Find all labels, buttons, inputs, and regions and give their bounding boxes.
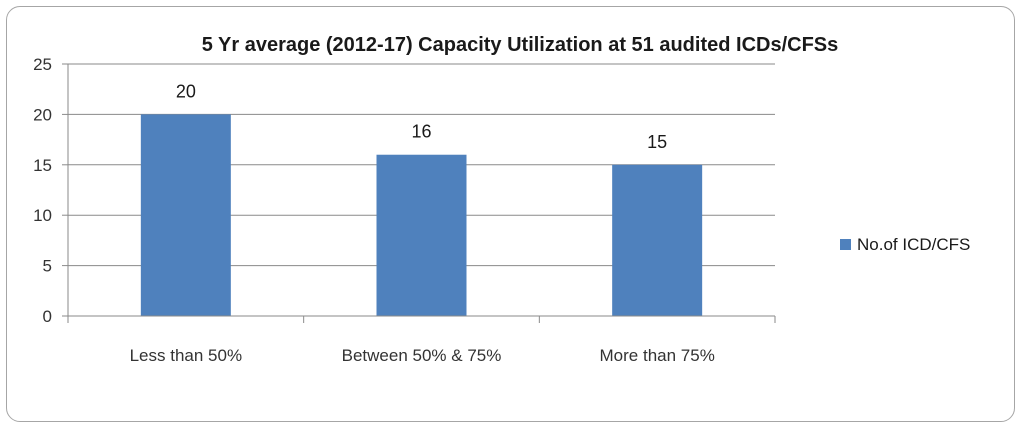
data-label: 15 (647, 132, 667, 152)
legend-swatch (840, 239, 851, 250)
bars: 20 16 15 (140, 81, 703, 317)
y-tick-label: 10 (33, 206, 52, 225)
y-axis-ticks: 0 5 10 15 20 25 (33, 55, 69, 326)
y-tick-label: 0 (43, 307, 52, 326)
y-tick-label: 15 (33, 156, 52, 175)
legend-label: No.of ICD/CFS (857, 235, 970, 254)
bar (140, 114, 231, 317)
legend: No.of ICD/CFS (840, 235, 970, 254)
y-tick-label: 25 (33, 55, 52, 74)
data-label: 16 (411, 122, 431, 142)
bar (376, 154, 467, 316)
y-tick-label: 20 (33, 105, 52, 124)
bar (612, 164, 703, 316)
data-label: 20 (176, 81, 196, 101)
y-tick-label: 5 (43, 257, 52, 276)
x-tick-label: More than 75% (600, 346, 715, 365)
chart-title: 5 Yr average (2012-17) Capacity Utilizat… (202, 34, 839, 56)
x-tick-label: Between 50% & 75% (342, 346, 502, 365)
x-tick-label: Less than 50% (130, 346, 242, 365)
x-axis: Less than 50% Between 50% & 75% More than … (67, 315, 776, 365)
